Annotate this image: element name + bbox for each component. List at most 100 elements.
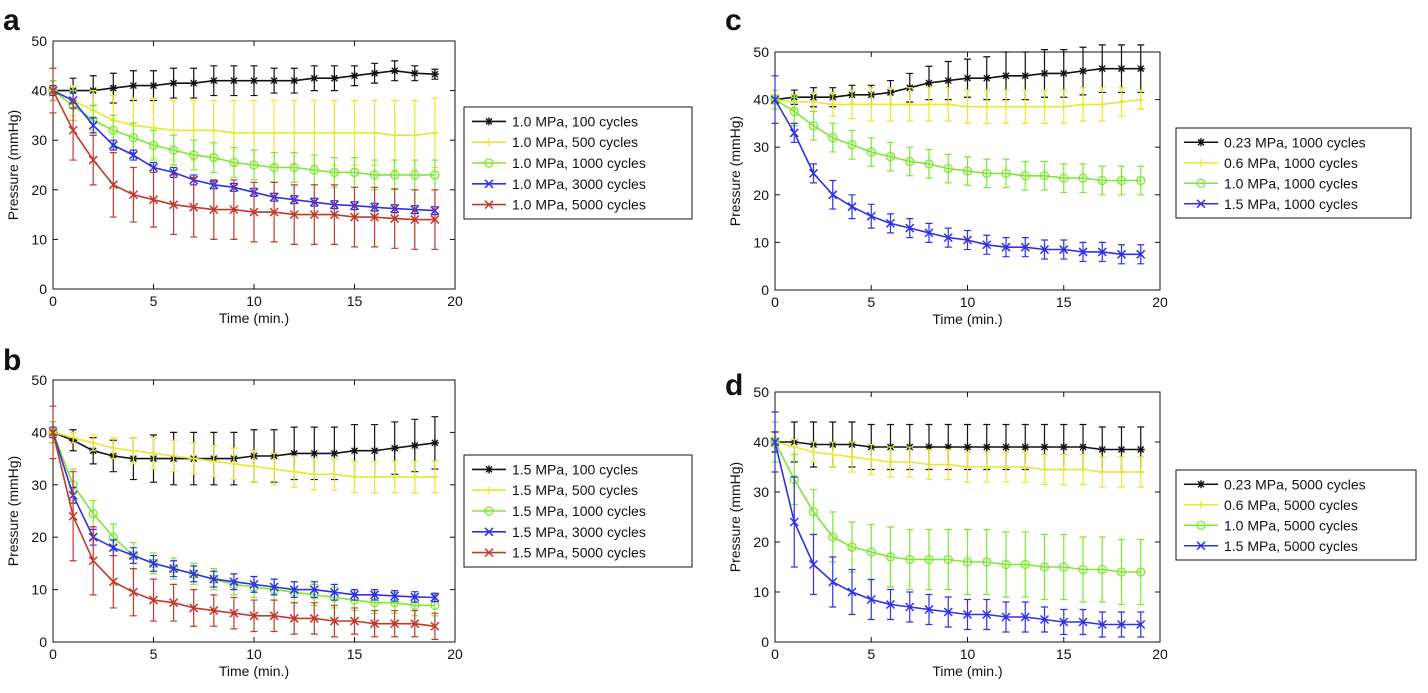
data-point bbox=[289, 162, 299, 173]
data-point bbox=[108, 125, 118, 135]
data-point bbox=[148, 162, 159, 173]
data-point bbox=[1020, 242, 1030, 252]
data-point bbox=[289, 210, 299, 220]
legend-label: 1.5 MPa, 500 cycles bbox=[512, 482, 638, 498]
data-point bbox=[905, 223, 915, 233]
series-5 bbox=[48, 405, 440, 640]
data-point bbox=[88, 556, 98, 566]
data-point bbox=[330, 74, 339, 83]
data-point bbox=[770, 95, 780, 105]
x-tick-label: 5 bbox=[867, 294, 875, 310]
legend-label: 1.5 MPa, 1000 cycles bbox=[512, 503, 646, 519]
data-point bbox=[349, 212, 360, 222]
legend-marker bbox=[484, 527, 494, 537]
data-point bbox=[828, 532, 838, 542]
data-point bbox=[329, 616, 339, 626]
y-tick-label: 10 bbox=[31, 231, 47, 247]
data-point bbox=[129, 446, 138, 455]
legend-marker bbox=[484, 506, 494, 516]
legend-label: 1.0 MPa, 1000 cycles bbox=[1224, 175, 1358, 191]
data-point bbox=[310, 449, 319, 458]
data-point bbox=[329, 210, 339, 220]
y-tick-label: 0 bbox=[761, 634, 769, 650]
data-point bbox=[189, 126, 198, 135]
x-tick-label: 5 bbox=[150, 293, 158, 309]
data-point bbox=[924, 604, 934, 615]
y-axis-label: Pressure (mmHg) bbox=[5, 110, 21, 220]
legend-entry: 1.0 MPa, 3000 cycles bbox=[472, 176, 646, 192]
legend-entry: 0.6 MPa, 5000 cycles bbox=[1184, 497, 1358, 513]
data-point bbox=[169, 598, 179, 608]
data-point bbox=[390, 619, 400, 629]
data-point bbox=[1002, 71, 1010, 80]
x-tick-label: 20 bbox=[447, 293, 463, 309]
data-point bbox=[229, 157, 239, 168]
data-point bbox=[944, 460, 953, 469]
data-point bbox=[269, 162, 279, 173]
panel-letter: b bbox=[3, 344, 21, 377]
data-point bbox=[48, 86, 58, 96]
data-point bbox=[962, 609, 973, 620]
data-point bbox=[349, 167, 360, 178]
legend-entry: 1.5 MPa, 5000 cycles bbox=[472, 545, 646, 561]
data-point bbox=[1079, 67, 1087, 76]
legend-entry: 0.23 MPa, 5000 cycles bbox=[1184, 476, 1366, 492]
data-point bbox=[924, 554, 934, 565]
legend-label: 1.0 MPa, 5000 cycles bbox=[512, 197, 646, 213]
y-tick-label: 0 bbox=[39, 281, 47, 297]
x-tick-label: 0 bbox=[49, 293, 57, 309]
data-point bbox=[370, 69, 379, 78]
chart-panel-b: b 0 10 20 30 40 50 0 5 10 15 20 Time (min.) Pressure … bbox=[3, 344, 693, 679]
data-point bbox=[189, 79, 198, 88]
data-point bbox=[290, 76, 299, 85]
data-point bbox=[828, 100, 837, 109]
data-point bbox=[169, 564, 179, 574]
x-axis-label: Time (min.) bbox=[932, 311, 1002, 327]
data-point bbox=[149, 449, 158, 458]
data-point bbox=[229, 577, 239, 587]
data-point bbox=[410, 215, 420, 225]
legend-marker bbox=[1196, 541, 1206, 551]
data-point bbox=[249, 611, 259, 621]
series-1 bbox=[771, 44, 1145, 108]
data-point bbox=[1039, 171, 1050, 181]
data-point bbox=[982, 168, 992, 179]
x-tick-label: 10 bbox=[246, 293, 262, 309]
legend-entry: 1.0 MPa, 500 cycles bbox=[472, 134, 638, 150]
data-point bbox=[88, 508, 98, 519]
data-point bbox=[249, 579, 259, 589]
data-point bbox=[229, 608, 239, 618]
panel-letter: c bbox=[725, 4, 742, 37]
data-point bbox=[1021, 102, 1030, 111]
data-point bbox=[866, 594, 876, 605]
legend-entry: 1.5 MPa, 100 cycles bbox=[472, 461, 638, 477]
y-tick-label: 10 bbox=[753, 234, 769, 250]
data-point bbox=[1001, 168, 1011, 179]
data-point bbox=[390, 131, 399, 140]
data-point bbox=[209, 152, 219, 163]
data-point bbox=[229, 76, 238, 85]
y-tick-label: 30 bbox=[753, 484, 769, 500]
data-point bbox=[1020, 171, 1030, 181]
data-point bbox=[209, 76, 218, 85]
data-point bbox=[925, 460, 933, 469]
data-point bbox=[866, 547, 876, 557]
data-point bbox=[108, 140, 118, 150]
data-point bbox=[905, 602, 915, 612]
legend: 0.23 MPa, 5000 cycles 0.6 MPa, 5000 cycle… bbox=[1175, 469, 1417, 561]
data-point bbox=[169, 451, 178, 460]
x-tick-label: 15 bbox=[1056, 646, 1072, 662]
data-point bbox=[229, 205, 239, 215]
series-2 bbox=[49, 426, 439, 494]
y-axis-label: Pressure (mmHg) bbox=[5, 456, 21, 566]
data-point bbox=[925, 443, 933, 451]
data-point bbox=[925, 78, 933, 87]
legend-marker bbox=[1196, 178, 1206, 188]
data-point bbox=[68, 125, 78, 135]
data-point bbox=[1136, 567, 1146, 577]
legend: 1.5 MPa, 100 cycles 1.5 MPa, 500 cycles 1.… bbox=[463, 454, 693, 568]
data-point bbox=[370, 619, 380, 629]
data-point bbox=[148, 195, 159, 205]
data-point bbox=[169, 126, 178, 135]
